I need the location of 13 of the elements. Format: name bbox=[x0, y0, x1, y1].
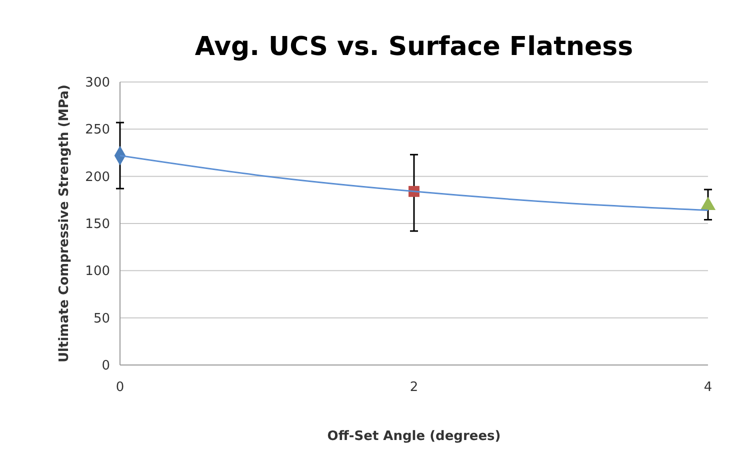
chart-title: Avg. UCS vs. Surface Flatness bbox=[194, 32, 634, 62]
x-tick-label: 0 bbox=[116, 380, 124, 395]
x-tick-label: 4 bbox=[704, 380, 712, 395]
y-tick-label: 250 bbox=[85, 122, 110, 138]
y-tick-label: 50 bbox=[93, 311, 110, 326]
x-axis-title: Off-Set Angle (degrees) bbox=[327, 429, 501, 444]
y-tick-label: 300 bbox=[85, 76, 110, 91]
y-tick-label: 200 bbox=[85, 170, 110, 185]
y-tick-label: 0 bbox=[102, 358, 110, 374]
y-axis-title: Ultimate Compressive Strength (MPa) bbox=[57, 84, 72, 362]
y-tick-label: 150 bbox=[85, 217, 110, 232]
x-tick-label: 2 bbox=[410, 380, 418, 395]
y-tick-label: 100 bbox=[85, 264, 110, 280]
